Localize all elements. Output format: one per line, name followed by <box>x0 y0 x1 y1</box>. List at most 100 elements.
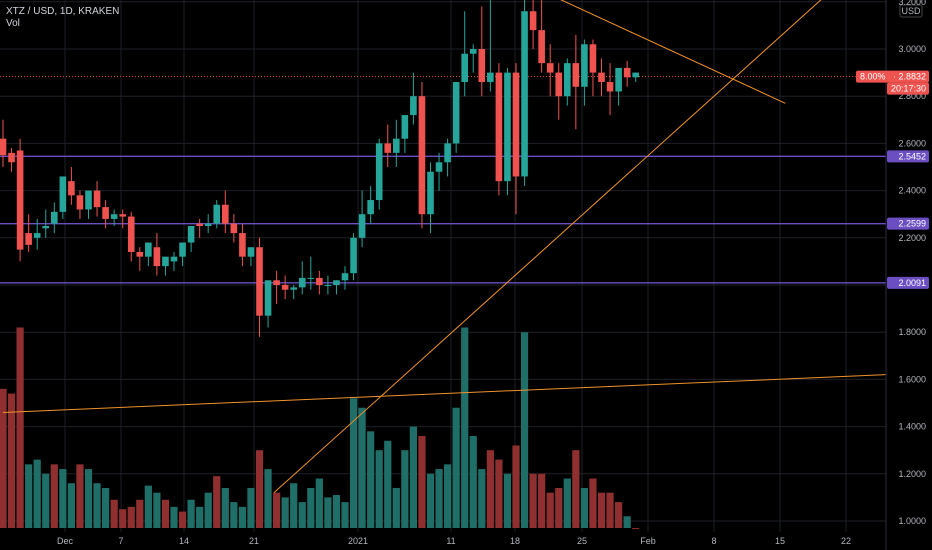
volume-bar <box>59 469 67 528</box>
volume-bar <box>358 407 366 528</box>
candle-body <box>367 200 374 215</box>
candle-body <box>384 143 392 153</box>
candle-body <box>555 72 563 97</box>
x-tick-label: Dec <box>57 536 74 546</box>
level-price-tag <box>887 276 929 289</box>
candle-body <box>256 247 263 316</box>
volume-bar <box>503 473 512 528</box>
candle-body <box>196 223 203 226</box>
volume-bar <box>16 327 24 528</box>
volume-bar <box>84 469 93 528</box>
candle-body <box>546 63 554 73</box>
level-price-tag <box>887 217 929 230</box>
volume-bar <box>324 497 332 528</box>
volume-bar <box>520 332 529 528</box>
candle-body <box>606 82 614 92</box>
candle-body <box>16 150 24 250</box>
y-tick-label: 2.8000 <box>898 91 926 101</box>
candle-body <box>410 96 417 116</box>
volume-bar <box>42 473 50 528</box>
volume-bar <box>255 450 264 528</box>
volume-bar <box>281 497 289 528</box>
candle-body <box>153 247 161 267</box>
volume-bar <box>273 492 281 528</box>
price-change-label: 8.00% <box>860 72 886 82</box>
volume-bar <box>401 450 409 528</box>
candle-countdown-tag <box>887 82 929 95</box>
y-tick-label: 1.6000 <box>898 374 926 384</box>
candle-body <box>33 233 41 238</box>
volume-bar <box>93 483 101 528</box>
y-tick-label: 1.4000 <box>898 422 926 432</box>
candle-body <box>623 67 631 78</box>
level-price-label: 2.0091 <box>898 278 926 288</box>
volume-bar <box>367 431 375 528</box>
candle-body <box>615 67 622 92</box>
volume-bar <box>315 478 323 528</box>
candle-body <box>358 214 366 238</box>
candle-body <box>102 207 109 219</box>
candle-body <box>0 138 7 156</box>
candle-body <box>59 176 67 212</box>
volume-indicator-label: Vol <box>6 18 20 29</box>
candle-body <box>85 190 92 210</box>
candle-body <box>333 280 340 285</box>
last-price-tag <box>856 70 929 83</box>
x-tick-label: 11 <box>446 536 455 546</box>
volume-bar <box>204 492 212 528</box>
candle-body <box>213 204 221 224</box>
candle-body <box>8 152 15 163</box>
trendline[interactable] <box>273 0 858 494</box>
candle-body <box>230 223 238 234</box>
volume-bar <box>546 492 554 528</box>
candle-body <box>427 171 434 215</box>
currency-label: USD <box>901 6 921 16</box>
volume-bar <box>452 407 460 528</box>
candle-body <box>401 115 409 139</box>
candle-countdown-label: 20:17:30 <box>891 84 926 94</box>
candle-body <box>478 49 486 83</box>
volume-bar <box>418 436 426 528</box>
volume-bar <box>341 502 349 528</box>
volume-bar <box>529 473 537 528</box>
volume-bar <box>247 487 255 528</box>
candle-body <box>461 53 468 83</box>
x-tick-label: 8 <box>711 536 716 546</box>
volume-bar <box>33 459 41 528</box>
candle-body <box>25 233 32 245</box>
x-tick-label: 15 <box>775 536 785 546</box>
candle-body <box>273 280 280 285</box>
volume-bar <box>615 502 623 528</box>
candle-body <box>247 247 255 257</box>
volume-bar <box>127 506 135 528</box>
candle-body <box>341 273 349 281</box>
volume-bar <box>538 473 546 528</box>
volume-bar <box>349 398 358 528</box>
volume-bar <box>555 487 563 528</box>
candle-body <box>51 211 58 224</box>
volume-bar <box>136 499 144 528</box>
volume-bar <box>384 440 392 528</box>
volume-bar <box>25 464 33 528</box>
currency-badge[interactable] <box>899 4 923 18</box>
y-tick-label: 2.4000 <box>898 186 926 196</box>
trendline[interactable] <box>2 374 887 413</box>
candle-body <box>469 49 477 54</box>
y-tick-label: 1.0000 <box>898 516 926 526</box>
volume-bar <box>392 487 400 528</box>
volume-bar <box>332 495 341 528</box>
candle-body <box>452 82 460 144</box>
volume-bar <box>221 487 229 528</box>
volume-bar <box>589 478 597 528</box>
candle-body <box>435 162 443 172</box>
volume-bar <box>375 450 383 528</box>
volume-bar <box>110 499 118 528</box>
trendline[interactable] <box>458 0 786 104</box>
candle-body <box>170 256 178 262</box>
volume-bar <box>196 506 204 528</box>
volume-bar <box>102 487 110 528</box>
volume-bar <box>238 506 246 528</box>
volume-bar <box>444 464 452 528</box>
